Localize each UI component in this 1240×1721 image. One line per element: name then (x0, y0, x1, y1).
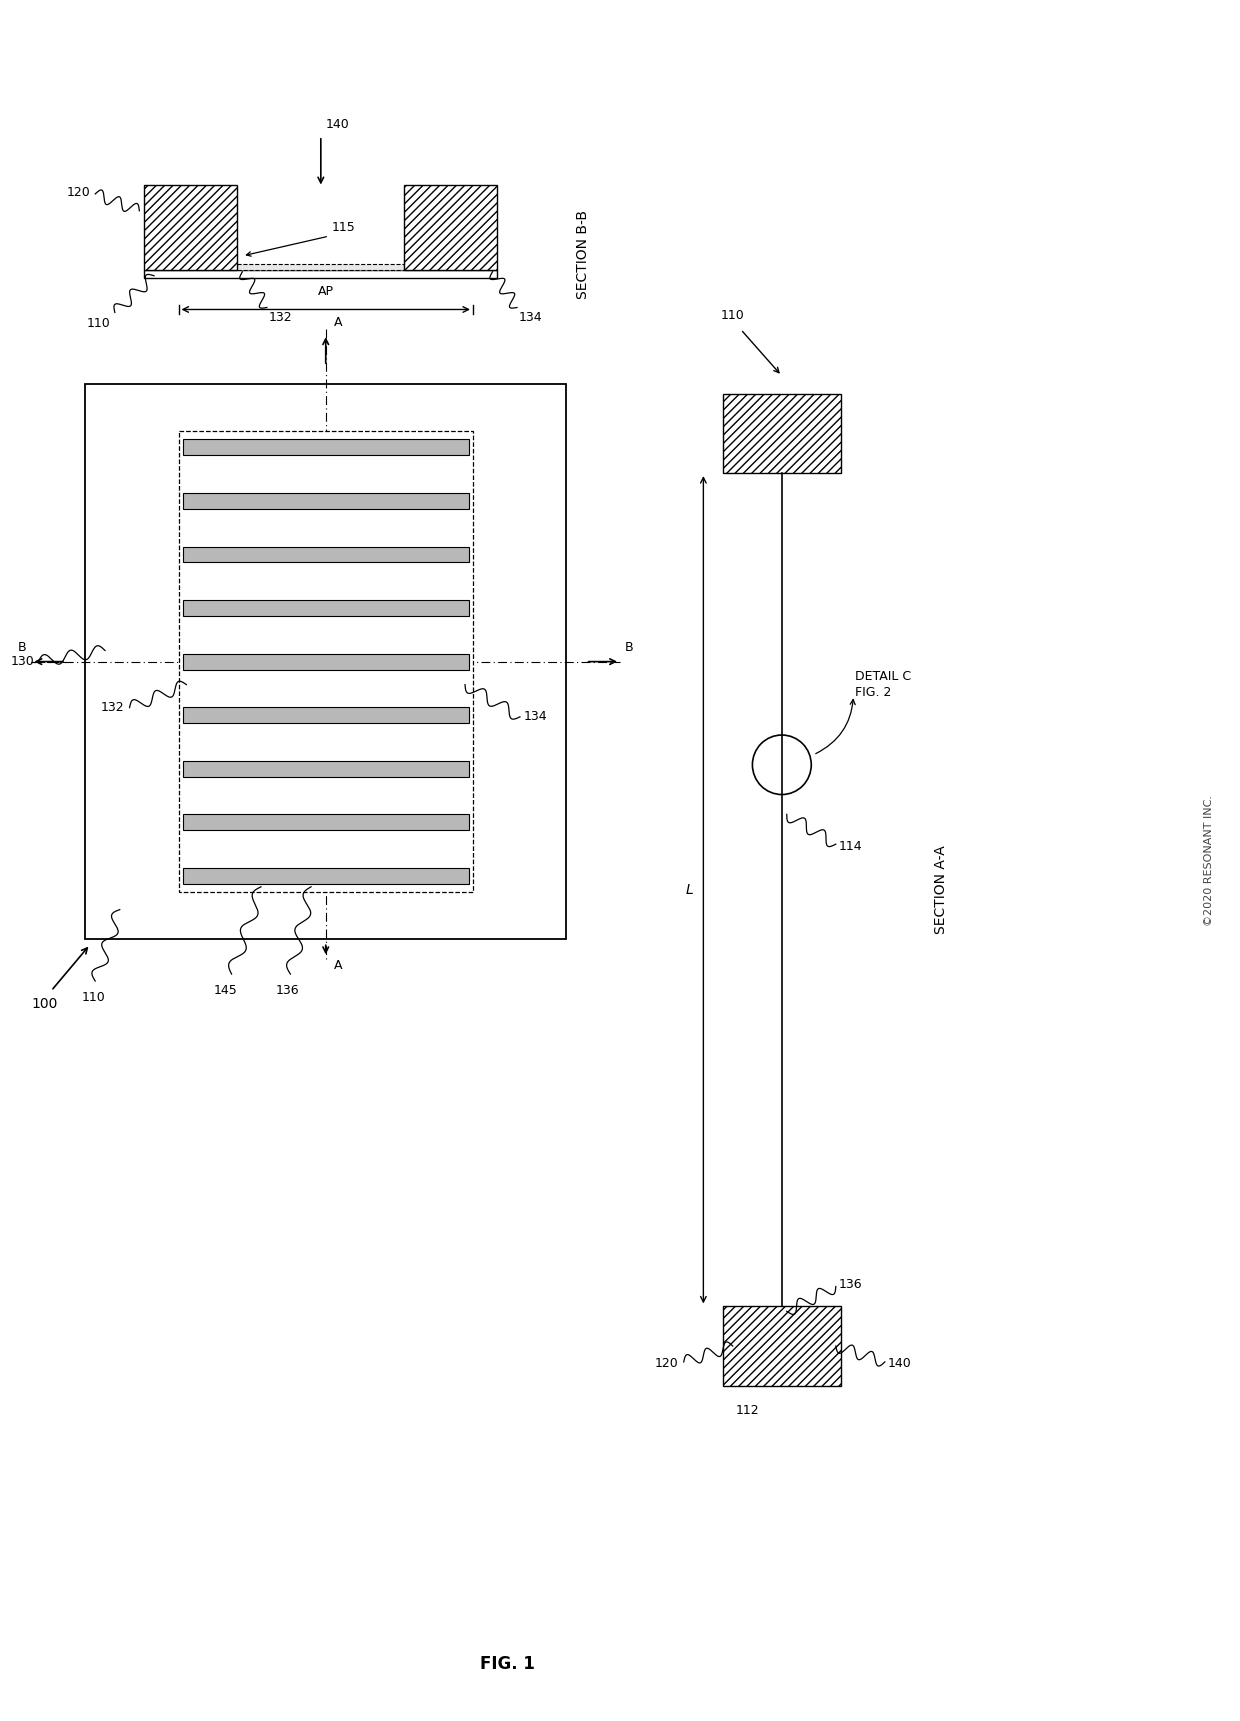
Text: 110: 110 (720, 310, 745, 322)
Text: B: B (625, 640, 634, 654)
Text: 140: 140 (888, 1356, 911, 1370)
Text: 120: 120 (655, 1356, 678, 1370)
Text: 134: 134 (523, 711, 548, 723)
Bar (404, 186, 497, 270)
Text: 120: 120 (67, 186, 91, 198)
Text: 114: 114 (838, 840, 862, 852)
Bar (182, 492, 469, 509)
Bar (182, 761, 469, 776)
Text: FIG. 2: FIG. 2 (856, 687, 892, 699)
Bar (182, 439, 469, 456)
Text: 110: 110 (86, 317, 110, 330)
Text: 134: 134 (520, 312, 543, 325)
Text: 100: 100 (31, 996, 58, 1010)
Text: 136: 136 (838, 1279, 862, 1291)
Text: 115: 115 (332, 220, 356, 234)
Bar (179, 432, 472, 891)
Bar (182, 707, 469, 723)
Bar (723, 394, 841, 473)
Text: SECTION A-A: SECTION A-A (934, 845, 947, 935)
Text: B: B (17, 640, 26, 654)
Text: FIG. 1: FIG. 1 (480, 1656, 534, 1673)
Text: L: L (686, 883, 693, 897)
Bar (182, 867, 469, 885)
Text: A: A (334, 317, 342, 329)
Bar (237, 263, 404, 270)
Bar (182, 547, 469, 563)
Text: SECTION B-B: SECTION B-B (575, 210, 590, 299)
Text: AP: AP (317, 284, 334, 298)
Text: 136: 136 (275, 984, 299, 996)
Bar (182, 814, 469, 830)
Bar (723, 1306, 841, 1385)
Text: 132: 132 (269, 312, 293, 325)
Text: 145: 145 (213, 984, 238, 996)
Text: 132: 132 (100, 700, 125, 714)
Bar (182, 654, 469, 669)
Bar (144, 186, 237, 270)
Text: 112: 112 (735, 1404, 759, 1416)
Text: ©2020 RESONANT INC.: ©2020 RESONANT INC. (1204, 795, 1214, 926)
Bar (182, 601, 469, 616)
Text: 130: 130 (11, 656, 35, 668)
Text: A: A (334, 959, 342, 972)
Text: DETAIL C: DETAIL C (856, 671, 911, 683)
Text: 140: 140 (326, 119, 350, 131)
Bar (144, 270, 497, 277)
Text: 110: 110 (82, 991, 105, 1003)
Bar (86, 384, 565, 940)
